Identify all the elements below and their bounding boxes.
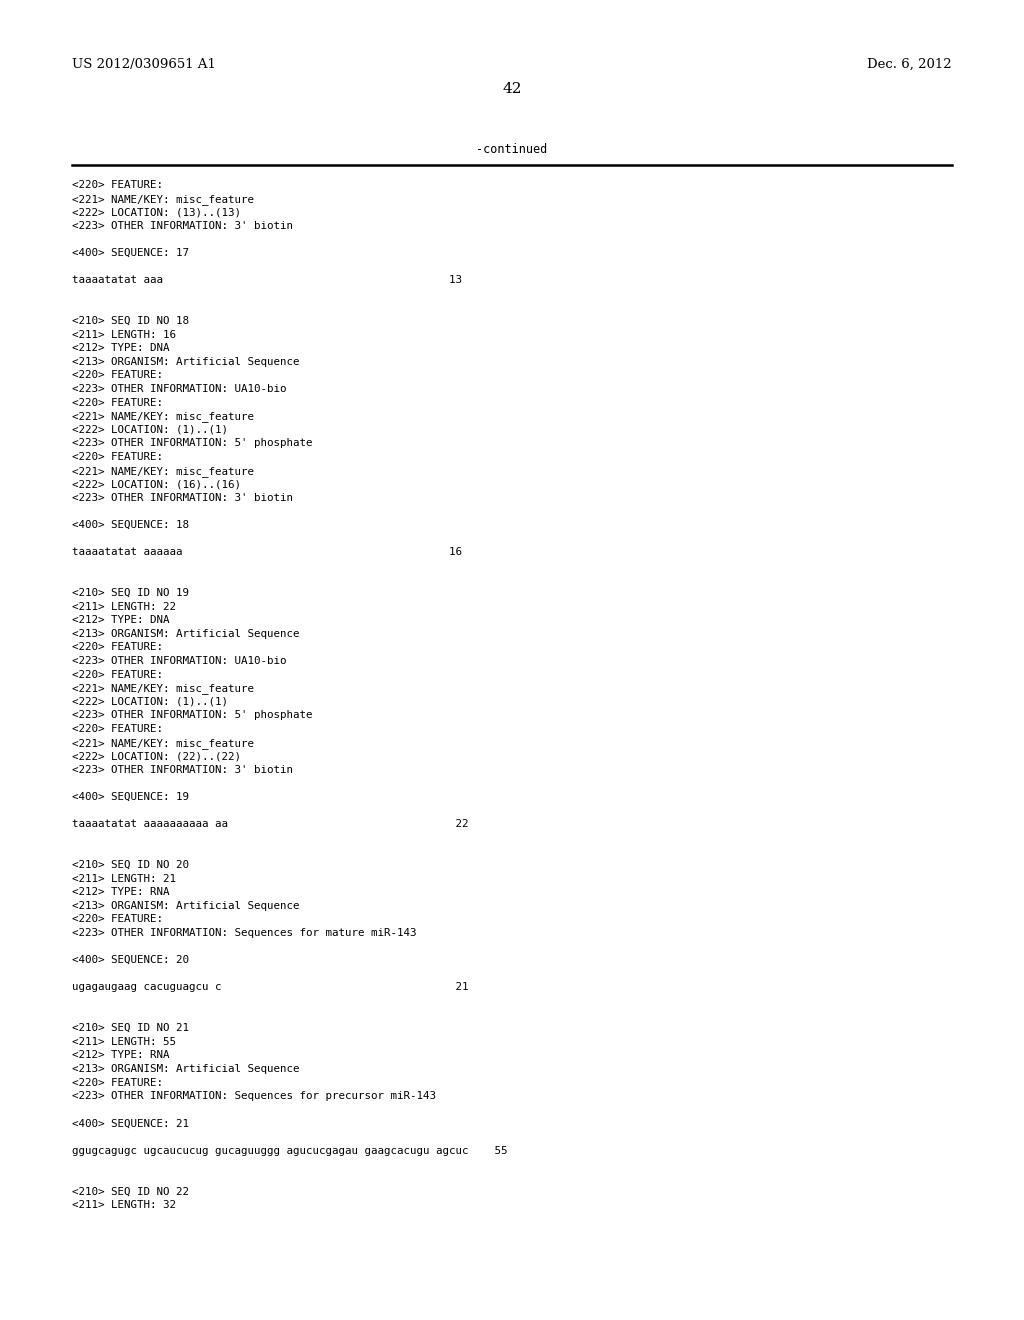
Text: <223> OTHER INFORMATION: 3' biotin: <223> OTHER INFORMATION: 3' biotin (72, 220, 293, 231)
Text: <210> SEQ ID NO 22: <210> SEQ ID NO 22 (72, 1187, 189, 1196)
Text: Dec. 6, 2012: Dec. 6, 2012 (867, 58, 952, 71)
Text: <220> FEATURE:: <220> FEATURE: (72, 669, 163, 680)
Text: <223> OTHER INFORMATION: 3' biotin: <223> OTHER INFORMATION: 3' biotin (72, 492, 293, 503)
Text: taaaatatat aaaaaaaaaa aa                                   22: taaaatatat aaaaaaaaaa aa 22 (72, 820, 469, 829)
Text: <222> LOCATION: (16)..(16): <222> LOCATION: (16)..(16) (72, 479, 241, 490)
Text: <220> FEATURE:: <220> FEATURE: (72, 915, 163, 924)
Text: <220> FEATURE:: <220> FEATURE: (72, 180, 163, 190)
Text: <223> OTHER INFORMATION: 5' phosphate: <223> OTHER INFORMATION: 5' phosphate (72, 710, 312, 721)
Text: <220> FEATURE:: <220> FEATURE: (72, 451, 163, 462)
Text: <220> FEATURE:: <220> FEATURE: (72, 723, 163, 734)
Text: <400> SEQUENCE: 21: <400> SEQUENCE: 21 (72, 1118, 189, 1129)
Text: <223> OTHER INFORMATION: 5' phosphate: <223> OTHER INFORMATION: 5' phosphate (72, 438, 312, 449)
Text: -continued: -continued (476, 143, 548, 156)
Text: taaaatatat aaa                                            13: taaaatatat aaa 13 (72, 275, 462, 285)
Text: <223> OTHER INFORMATION: Sequences for mature miR-143: <223> OTHER INFORMATION: Sequences for m… (72, 928, 417, 939)
Text: <212> TYPE: RNA: <212> TYPE: RNA (72, 1051, 170, 1060)
Text: <223> OTHER INFORMATION: Sequences for precursor miR-143: <223> OTHER INFORMATION: Sequences for p… (72, 1092, 436, 1101)
Text: <220> FEATURE:: <220> FEATURE: (72, 1077, 163, 1088)
Text: <211> LENGTH: 16: <211> LENGTH: 16 (72, 330, 176, 339)
Text: US 2012/0309651 A1: US 2012/0309651 A1 (72, 58, 216, 71)
Text: <210> SEQ ID NO 18: <210> SEQ ID NO 18 (72, 315, 189, 326)
Text: <220> FEATURE:: <220> FEATURE: (72, 643, 163, 652)
Text: <211> LENGTH: 32: <211> LENGTH: 32 (72, 1200, 176, 1210)
Text: <221> NAME/KEY: misc_feature: <221> NAME/KEY: misc_feature (72, 738, 254, 748)
Text: <222> LOCATION: (13)..(13): <222> LOCATION: (13)..(13) (72, 207, 241, 218)
Text: <222> LOCATION: (22)..(22): <222> LOCATION: (22)..(22) (72, 751, 241, 762)
Text: <222> LOCATION: (1)..(1): <222> LOCATION: (1)..(1) (72, 425, 228, 434)
Text: <213> ORGANISM: Artificial Sequence: <213> ORGANISM: Artificial Sequence (72, 1064, 299, 1074)
Text: <212> TYPE: DNA: <212> TYPE: DNA (72, 615, 170, 626)
Text: <221> NAME/KEY: misc_feature: <221> NAME/KEY: misc_feature (72, 194, 254, 205)
Text: <211> LENGTH: 21: <211> LENGTH: 21 (72, 874, 176, 883)
Text: ggugcagugc ugcaucucug gucaguuggg agucucgagau gaagcacugu agcuc    55: ggugcagugc ugcaucucug gucaguuggg agucucg… (72, 1146, 508, 1155)
Text: ugagaugaag cacuguagcu c                                    21: ugagaugaag cacuguagcu c 21 (72, 982, 469, 993)
Text: <223> OTHER INFORMATION: 3' biotin: <223> OTHER INFORMATION: 3' biotin (72, 764, 293, 775)
Text: <213> ORGANISM: Artificial Sequence: <213> ORGANISM: Artificial Sequence (72, 628, 299, 639)
Text: <213> ORGANISM: Artificial Sequence: <213> ORGANISM: Artificial Sequence (72, 900, 299, 911)
Text: <210> SEQ ID NO 20: <210> SEQ ID NO 20 (72, 861, 189, 870)
Text: <400> SEQUENCE: 17: <400> SEQUENCE: 17 (72, 248, 189, 257)
Text: <223> OTHER INFORMATION: UA10-bio: <223> OTHER INFORMATION: UA10-bio (72, 384, 287, 393)
Text: <400> SEQUENCE: 20: <400> SEQUENCE: 20 (72, 956, 189, 965)
Text: <213> ORGANISM: Artificial Sequence: <213> ORGANISM: Artificial Sequence (72, 356, 299, 367)
Text: <221> NAME/KEY: misc_feature: <221> NAME/KEY: misc_feature (72, 412, 254, 422)
Text: <210> SEQ ID NO 21: <210> SEQ ID NO 21 (72, 1023, 189, 1034)
Text: <212> TYPE: RNA: <212> TYPE: RNA (72, 887, 170, 898)
Text: <400> SEQUENCE: 19: <400> SEQUENCE: 19 (72, 792, 189, 803)
Text: <400> SEQUENCE: 18: <400> SEQUENCE: 18 (72, 520, 189, 531)
Text: <220> FEATURE:: <220> FEATURE: (72, 397, 163, 408)
Text: <220> FEATURE:: <220> FEATURE: (72, 371, 163, 380)
Text: <222> LOCATION: (1)..(1): <222> LOCATION: (1)..(1) (72, 697, 228, 706)
Text: <221> NAME/KEY: misc_feature: <221> NAME/KEY: misc_feature (72, 466, 254, 477)
Text: 42: 42 (502, 82, 522, 96)
Text: <223> OTHER INFORMATION: UA10-bio: <223> OTHER INFORMATION: UA10-bio (72, 656, 287, 667)
Text: <211> LENGTH: 22: <211> LENGTH: 22 (72, 602, 176, 611)
Text: <212> TYPE: DNA: <212> TYPE: DNA (72, 343, 170, 354)
Text: <221> NAME/KEY: misc_feature: <221> NAME/KEY: misc_feature (72, 684, 254, 694)
Text: <210> SEQ ID NO 19: <210> SEQ ID NO 19 (72, 587, 189, 598)
Text: taaaatatat aaaaaa                                         16: taaaatatat aaaaaa 16 (72, 548, 462, 557)
Text: <211> LENGTH: 55: <211> LENGTH: 55 (72, 1036, 176, 1047)
